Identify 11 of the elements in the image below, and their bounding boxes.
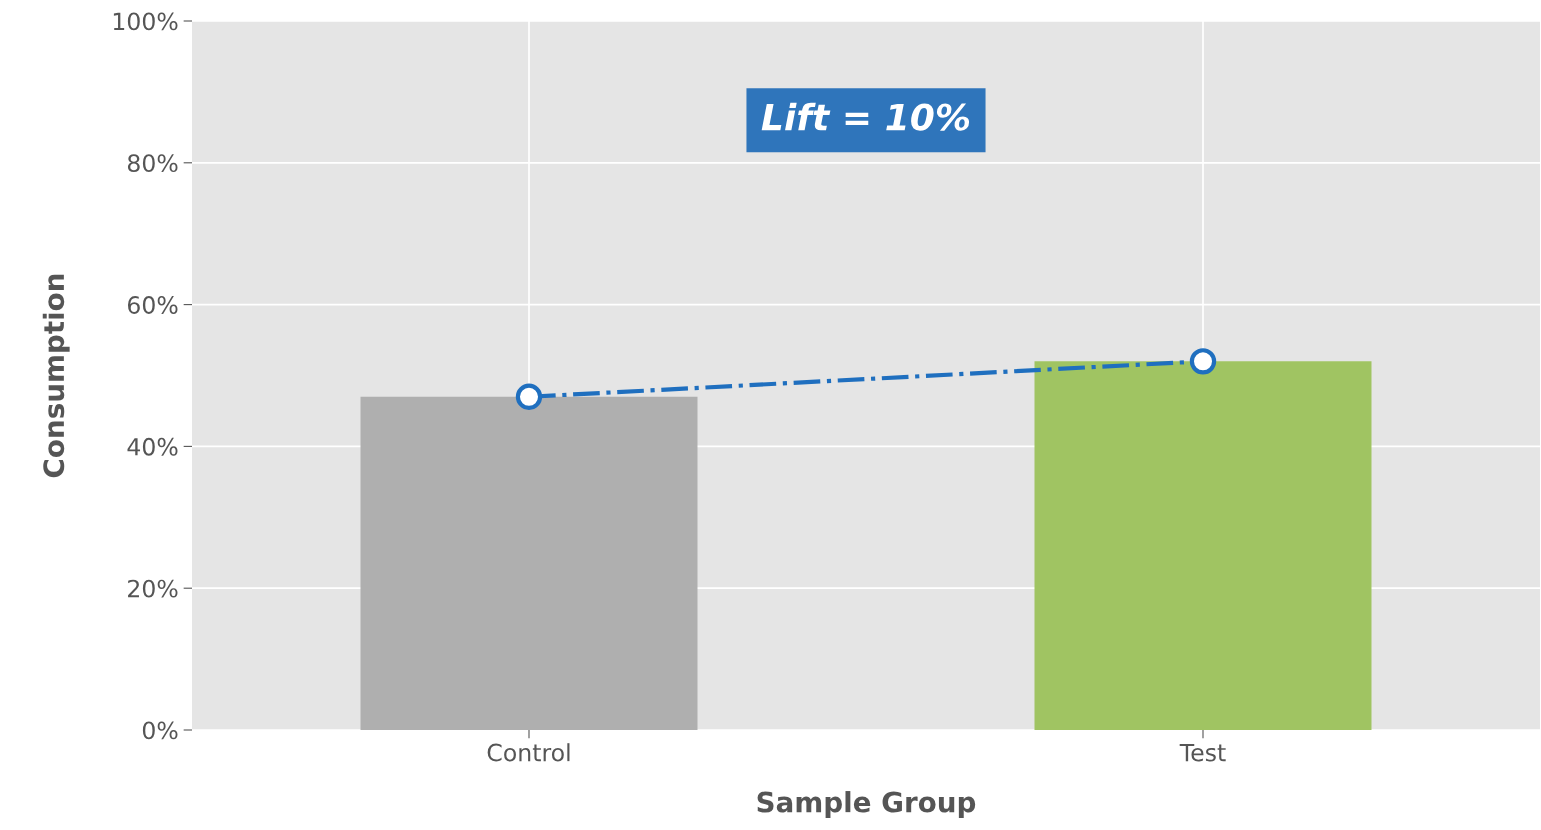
y-tick-label: 40% [127, 437, 178, 456]
y-tick-label: 100% [113, 12, 178, 31]
x-tick-label: Control [487, 743, 570, 762]
y-tick-label: 80% [127, 154, 178, 173]
x-tick-label: Test [1179, 743, 1226, 762]
y-tick-label: 0% [142, 721, 178, 740]
y-tick-label: 20% [128, 579, 178, 598]
x-axis-title: Sample Group [757, 791, 976, 818]
y-tick-label: 60% [127, 296, 178, 314]
y-axis-title: Consumption [42, 274, 70, 478]
annotation: Lift = 10% [761, 102, 970, 131]
